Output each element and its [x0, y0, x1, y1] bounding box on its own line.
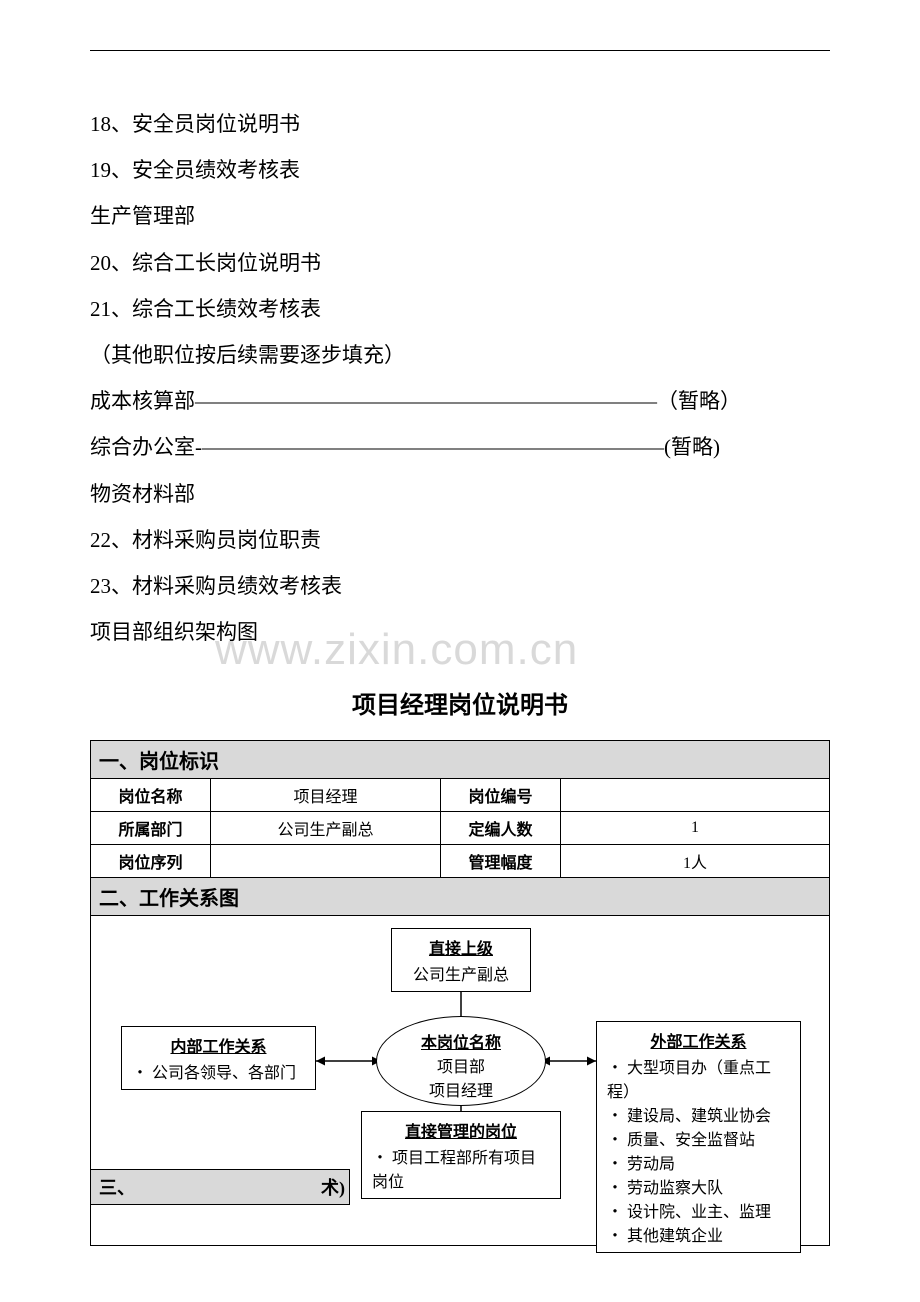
toc-note: （其他职位按后续需要逐步填充）	[90, 332, 830, 378]
label: 岗位序列	[91, 845, 211, 878]
box-header: 直接上级	[402, 935, 520, 959]
value	[211, 845, 441, 878]
list-item: 大型项目办（重点工程）	[607, 1054, 790, 1102]
toc-dept: 生产管理部	[90, 193, 830, 239]
page-content: www.zixin.com.cn 18、安全员岗位说明书 19、安全员绩效考核表…	[0, 0, 920, 1296]
table-row: 所属部门 公司生产副总 定编人数 1	[91, 812, 830, 845]
value: 1	[561, 812, 830, 845]
box-text: 项目部	[377, 1053, 545, 1077]
toc-item: 21、综合工长绩效考核表	[90, 286, 830, 332]
list-item: 公司各领导、各部门	[132, 1059, 305, 1083]
value: 1人	[561, 845, 830, 878]
list-item: 劳动局	[607, 1150, 790, 1174]
section-title: 项目经理岗位说明书	[90, 685, 830, 720]
label: 管理幅度	[441, 845, 561, 878]
toc-item: 19、安全员绩效考核表	[90, 147, 830, 193]
list-item: 质量、安全监督站	[607, 1126, 790, 1150]
table-of-contents: 18、安全员岗位说明书 19、安全员绩效考核表 生产管理部 20、综合工长岗位说…	[90, 101, 830, 655]
toc-line: 综合办公室-——————————————————————(暂略)	[90, 424, 830, 470]
table-row: 岗位序列 管理幅度 1人	[91, 845, 830, 878]
box-header: 直接管理的岗位	[372, 1118, 550, 1142]
list-item: 设计院、业主、监理	[607, 1198, 790, 1222]
toc-item: 18、安全员岗位说明书	[90, 101, 830, 147]
relationship-diagram: 直接上级 公司生产副总 内部工作关系 公司各领导、各部门 本岗位名称 项目部 项…	[90, 916, 830, 1246]
toc-line: 成本核算部——————————————————————（暂略）	[90, 378, 830, 424]
watermark: www.zixin.com.cn	[215, 625, 578, 675]
diagram-right-box: 外部工作关系 大型项目办（重点工程） 建设局、建筑业协会 质量、安全监督站 劳动…	[596, 1021, 801, 1253]
diagram-top-box: 直接上级 公司生产副总	[391, 928, 531, 992]
toc-item: 20、综合工长岗位说明书	[90, 240, 830, 286]
position-info-table: 一、岗位标识 岗位名称 项目经理 岗位编号 所属部门 公司生产副总 定编人数 1…	[90, 740, 830, 916]
list-item: 项目工程部所有项目岗位	[372, 1144, 550, 1192]
toc-dept: 物资材料部	[90, 471, 830, 517]
value: 项目经理	[211, 779, 441, 812]
section1-header: 一、岗位标识	[91, 741, 830, 779]
value: 公司生产副总	[211, 812, 441, 845]
table-row: 岗位名称 项目经理 岗位编号	[91, 779, 830, 812]
diagram-left-box: 内部工作关系 公司各领导、各部门	[121, 1026, 316, 1090]
box-text: 公司生产副总	[413, 967, 509, 984]
toc-item: 22、材料采购员岗位职责	[90, 517, 830, 563]
diagram-bottom-box: 直接管理的岗位 项目工程部所有项目岗位	[361, 1111, 561, 1199]
box-header: 本岗位名称	[421, 1035, 501, 1052]
section2-header: 二、工作关系图	[91, 878, 830, 916]
list-item: 其他建筑企业	[607, 1222, 790, 1246]
box-header: 外部工作关系	[607, 1028, 790, 1052]
label: 定编人数	[441, 812, 561, 845]
list-item: 劳动监察大队	[607, 1174, 790, 1198]
box-header: 内部工作关系	[132, 1033, 305, 1057]
list-item: 建设局、建筑业协会	[607, 1102, 790, 1126]
value	[561, 779, 830, 812]
label: 岗位编号	[441, 779, 561, 812]
label: 所属部门	[91, 812, 211, 845]
box-text: 项目经理	[377, 1077, 545, 1101]
diagram-center-ellipse: 本岗位名称 项目部 项目经理	[376, 1016, 546, 1106]
toc-item: 23、材料采购员绩效考核表	[90, 563, 830, 609]
label: 岗位名称	[91, 779, 211, 812]
top-rule	[90, 50, 830, 51]
